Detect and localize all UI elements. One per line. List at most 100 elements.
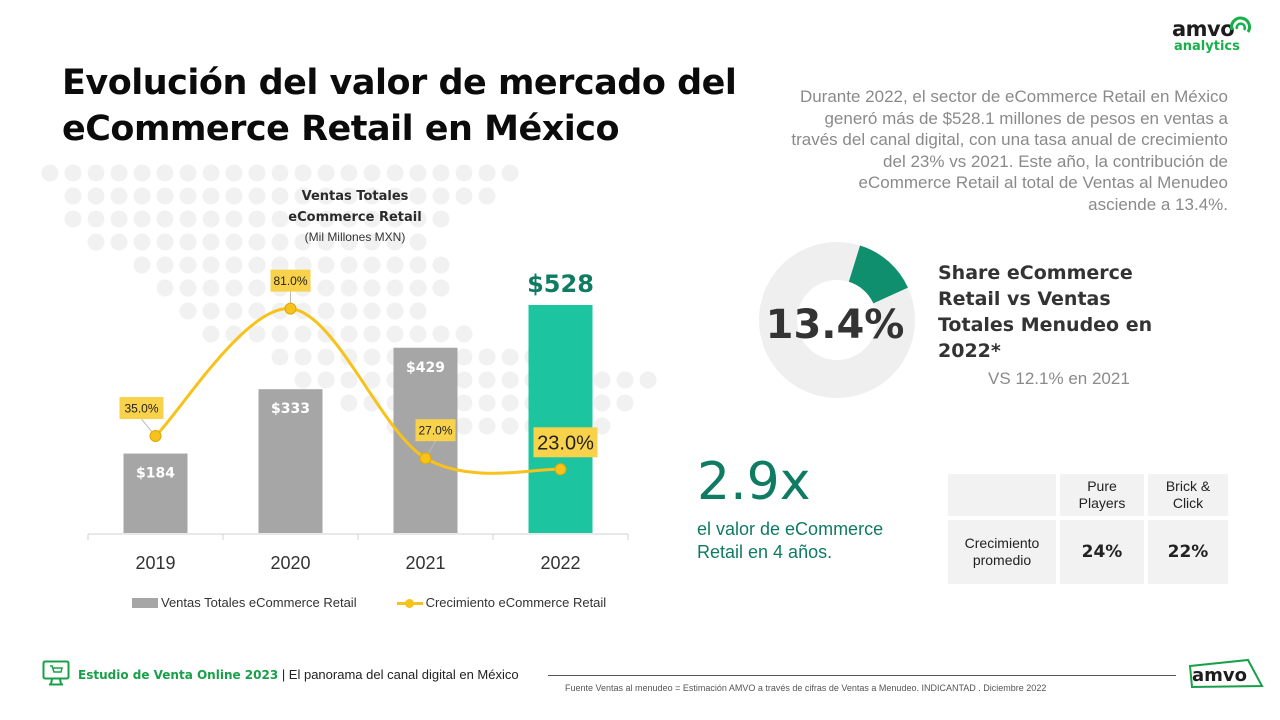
map-dot bbox=[432, 210, 450, 228]
map-dot bbox=[478, 187, 496, 205]
map-dot bbox=[225, 187, 243, 205]
footer-study-rest: | El panorama del canal digital en Méxic… bbox=[278, 667, 519, 682]
chart-title: Ventas Totales eCommerce Retail bbox=[255, 186, 455, 228]
map-dot bbox=[271, 233, 289, 251]
page-title: Evolución del valor de mercado del eComm… bbox=[62, 60, 762, 152]
map-dot bbox=[271, 256, 289, 274]
map-dot bbox=[501, 417, 519, 435]
map-dot bbox=[363, 394, 381, 412]
chart-subtitle: (Mil Millones MXN) bbox=[304, 230, 406, 244]
map-dot bbox=[294, 348, 312, 366]
map-dot bbox=[478, 394, 496, 412]
chart-title-line-2: eCommerce Retail bbox=[288, 210, 422, 225]
map-dot bbox=[616, 394, 634, 412]
map-dot bbox=[363, 256, 381, 274]
map-dot bbox=[432, 187, 450, 205]
logo-wordmark: amvo bbox=[1172, 17, 1235, 41]
map-dot bbox=[179, 233, 197, 251]
x-tick-label-2022: 2022 bbox=[540, 553, 580, 573]
map-dot bbox=[616, 371, 634, 389]
map-dot bbox=[271, 348, 289, 366]
map-dot bbox=[455, 348, 473, 366]
computer-cart-icon bbox=[42, 660, 70, 686]
map-dot bbox=[248, 256, 266, 274]
map-dot bbox=[455, 164, 473, 182]
map-dot bbox=[317, 210, 335, 228]
map-dot bbox=[593, 394, 611, 412]
table-corner-cell bbox=[948, 474, 1056, 516]
map-dot bbox=[340, 164, 358, 182]
map-dot bbox=[64, 210, 82, 228]
donut-share-arc bbox=[847, 245, 908, 305]
growth-point-2021 bbox=[419, 452, 432, 465]
table-value-brick-click: 22% bbox=[1148, 520, 1228, 584]
map-dot bbox=[156, 210, 174, 228]
logo-badge-icon bbox=[1188, 658, 1264, 689]
map-dot bbox=[179, 302, 197, 320]
map-dot bbox=[478, 348, 496, 366]
map-dot bbox=[294, 256, 312, 274]
map-dot bbox=[317, 348, 335, 366]
map-dot bbox=[294, 164, 312, 182]
map-dot bbox=[225, 256, 243, 274]
share-title: Share eCommerce Retail vs Ventas Totales… bbox=[938, 262, 1153, 362]
map-dot bbox=[455, 187, 473, 205]
legend-bar-swatch bbox=[132, 597, 158, 608]
table-row-label: Crecimiento promedio bbox=[948, 520, 1056, 584]
map-dot bbox=[340, 210, 358, 228]
growth-point-2022 bbox=[554, 463, 567, 476]
share-donut-chart: 13.4% bbox=[759, 242, 915, 398]
map-dot bbox=[156, 256, 174, 274]
page-title-line-2: eCommerce Retail en México bbox=[62, 109, 620, 149]
map-dot bbox=[363, 210, 381, 228]
legend-line-label: Crecimiento eCommerce Retail bbox=[425, 595, 607, 610]
map-dot bbox=[478, 417, 496, 435]
page-title-line-1: Evolución del valor de mercado del bbox=[62, 63, 737, 103]
map-dot bbox=[386, 256, 404, 274]
map-dot bbox=[455, 394, 473, 412]
table-header-pure-players: Pure Players bbox=[1060, 474, 1144, 516]
map-dot bbox=[110, 233, 128, 251]
map-dot bbox=[432, 279, 450, 297]
map-dot bbox=[593, 371, 611, 389]
map-dot bbox=[340, 279, 358, 297]
share-vs-previous: VS 12.1% en 2021 bbox=[988, 369, 1130, 388]
map-dot bbox=[340, 256, 358, 274]
map-dot bbox=[202, 302, 220, 320]
map-dot bbox=[202, 233, 220, 251]
map-dot bbox=[87, 233, 105, 251]
map-dot bbox=[248, 210, 266, 228]
map-dot bbox=[271, 325, 289, 343]
map-dot bbox=[271, 187, 289, 205]
map-dot bbox=[248, 164, 266, 182]
map-dot bbox=[501, 164, 519, 182]
map-dot bbox=[294, 233, 312, 251]
map-dot bbox=[340, 394, 358, 412]
signal-ring-icon bbox=[1230, 16, 1251, 33]
map-dot bbox=[386, 187, 404, 205]
map-dot bbox=[202, 256, 220, 274]
map-dot bbox=[202, 164, 220, 182]
map-dot bbox=[225, 210, 243, 228]
map-dot bbox=[455, 371, 473, 389]
map-dot bbox=[409, 164, 427, 182]
map-dot bbox=[179, 164, 197, 182]
map-dot bbox=[64, 164, 82, 182]
map-dot bbox=[363, 279, 381, 297]
map-dot bbox=[133, 233, 151, 251]
map-dot bbox=[156, 279, 174, 297]
map-dot bbox=[294, 187, 312, 205]
map-dot bbox=[87, 210, 105, 228]
map-dot bbox=[294, 210, 312, 228]
map-dot bbox=[317, 302, 335, 320]
map-dot bbox=[386, 325, 404, 343]
x-tick-label-2020: 2020 bbox=[270, 553, 310, 573]
bar-value-label-2022: $528 bbox=[527, 270, 594, 298]
growth-label-box-2019 bbox=[119, 397, 164, 420]
bar-2020 bbox=[258, 389, 323, 533]
map-dot bbox=[363, 233, 381, 251]
map-dot bbox=[317, 233, 335, 251]
map-dot bbox=[409, 302, 427, 320]
map-dot bbox=[409, 187, 427, 205]
map-dot bbox=[133, 187, 151, 205]
